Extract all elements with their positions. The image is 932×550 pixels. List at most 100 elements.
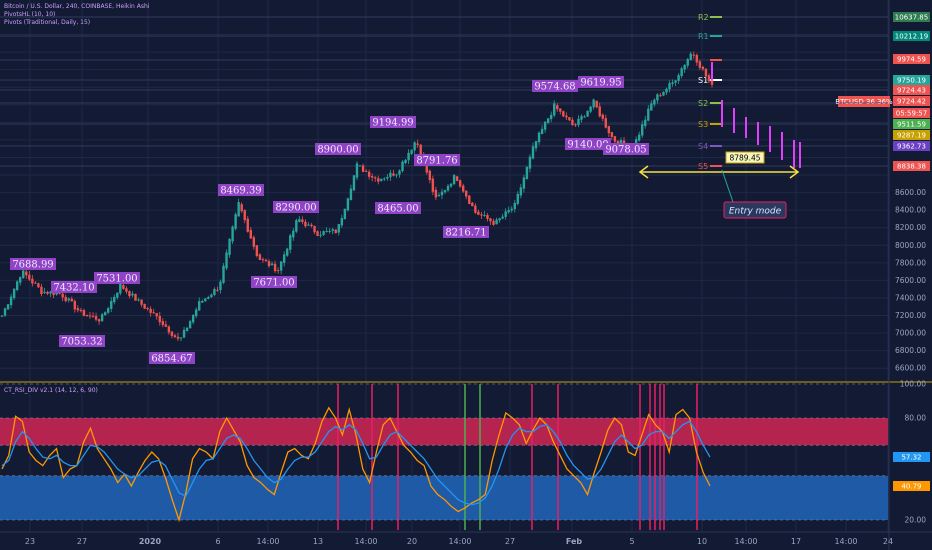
pivot-price-label-text: 7688.99 (12, 260, 53, 271)
candle-body (76, 308, 80, 311)
candle-body (480, 214, 483, 216)
pivot-price-label: 7432.10 (51, 281, 97, 294)
candle-body (225, 252, 228, 269)
candle-body (125, 288, 128, 292)
candle-body (194, 309, 198, 317)
candle-body (610, 132, 614, 137)
candle-body (641, 124, 644, 136)
entry-range-arrow-right (789, 165, 800, 179)
time-tick-label: 14:00 (354, 537, 377, 546)
candle-body (316, 231, 319, 236)
price-tick-label: 7400.00 (895, 293, 926, 302)
price-tick-label: 8400.00 (895, 206, 926, 215)
candle-body (219, 281, 222, 291)
candle-body (377, 178, 380, 182)
price-marker-text: 9724.43 (897, 87, 926, 95)
pivot-price-label-text: 7053.32 (61, 337, 102, 348)
candle-body (216, 289, 219, 291)
candle-body (231, 226, 234, 242)
candle-body (222, 265, 225, 283)
price-marker: 9362.73 (893, 141, 930, 151)
pivot-price-label-bg (273, 201, 319, 213)
price-marker: 9974.59 (893, 54, 930, 64)
candle-body (331, 229, 334, 231)
candle-body (49, 291, 52, 294)
price-marker: 9724.43 (893, 85, 930, 95)
rsi-series-line (1, 406, 711, 523)
indicator-pivots-label[interactable]: Pivots (Traditional, Daily, 15) (4, 19, 91, 26)
candle-body (483, 214, 486, 216)
candle-body (58, 293, 61, 295)
candle-body (507, 210, 510, 213)
candle-body (604, 118, 608, 128)
candle-body (149, 308, 152, 313)
pivot-price-label: 9140.00 (565, 138, 611, 151)
time-tick-label: 20 (407, 537, 417, 546)
candle-body (519, 187, 523, 196)
candle-body (204, 298, 207, 302)
candle-body (258, 254, 262, 260)
rsi-tick-label: 80.00 (905, 414, 927, 423)
pivot-level-label: S1 (698, 76, 708, 85)
candle-body (510, 208, 513, 211)
candle-body (504, 211, 507, 217)
candle-body (161, 321, 165, 325)
candle-body (361, 165, 365, 172)
candle-body (279, 261, 283, 271)
entry-range-annotation: 8789.45 Entry mode (638, 151, 800, 219)
pivot-price-label-bg (414, 154, 460, 166)
pivot-price-label: 8216.71 (443, 226, 489, 239)
candle-body (12, 288, 16, 298)
price-tick-label: 6600.00 (895, 364, 926, 373)
time-tick-label: 14:00 (256, 537, 279, 546)
candle-body (276, 270, 280, 272)
time-tick-label: 14:00 (834, 537, 857, 546)
ticker-badge-bg (838, 96, 890, 107)
rsi-tick-label: 100.00 (900, 380, 926, 389)
candle-body (546, 118, 550, 124)
price-marker-bg (893, 31, 930, 41)
candle-body (52, 291, 55, 296)
candle-body (355, 163, 359, 178)
pivot-price-label-bg (251, 276, 297, 288)
candle-body (113, 296, 116, 303)
pivot-price-label: 9574.68 (532, 80, 578, 93)
candle-body (43, 291, 46, 293)
candle-body (477, 211, 480, 215)
rsi-value-marker-bg (893, 452, 930, 462)
price-marker-text: 10212.19 (895, 33, 928, 41)
price-marker: 05:59:57 (893, 108, 930, 118)
candle-body (404, 159, 407, 164)
pivot-price-label-text: 7531.00 (96, 274, 137, 285)
entry-mode-pointer (721, 169, 734, 203)
candle-body (695, 54, 699, 63)
entry-price-bg (725, 151, 765, 164)
candle-body (565, 115, 568, 118)
rsi-tick-label: 20.00 (905, 516, 927, 525)
candle-body (549, 114, 553, 120)
candle-body (595, 100, 598, 108)
rsi-value-marker-bg (893, 481, 930, 491)
candle-body (650, 103, 653, 111)
candle-body (228, 239, 231, 255)
pivot-price-label-text: 8469.39 (220, 186, 261, 197)
candle-body (443, 190, 447, 193)
rsi-indicator-label[interactable]: CT_RSI_DIV v2.1 (14, 12, 6, 90) (4, 387, 98, 394)
candle-body (122, 285, 125, 289)
candle-body (143, 303, 146, 309)
candle-body (380, 178, 383, 182)
pivot-price-label: 9619.95 (578, 76, 624, 89)
candle-body (416, 143, 419, 145)
rsi-oversold-zone (0, 475, 888, 520)
price-marker-text: 9974.59 (897, 56, 926, 64)
indicator-pivotshl-label[interactable]: PivotsHL (10, 10) (4, 11, 56, 18)
candle-body (698, 61, 702, 68)
price-marker-bg (893, 54, 930, 64)
price-marker-bg (893, 12, 930, 22)
rsi-value-marker: 40.79 (893, 481, 930, 491)
price-tick-label: 7800.00 (895, 258, 926, 267)
candle-body (213, 288, 216, 295)
price-marker-text: 9511.59 (897, 121, 926, 129)
candle-body (598, 106, 601, 117)
